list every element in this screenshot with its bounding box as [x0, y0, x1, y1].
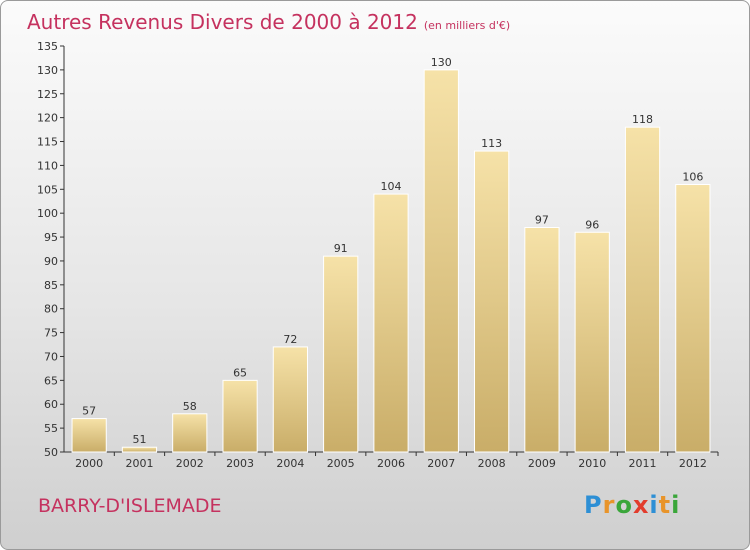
x-tick-label: 2012	[679, 457, 707, 470]
y-tick-label: 105	[37, 183, 58, 196]
y-axis: 50 55 60 65 70 75 80 85 90 95 100 105 110 115 120 125 13…	[37, 40, 65, 459]
proxiti-logo[interactable]: Proxiti	[584, 491, 680, 519]
data-label: 113	[481, 137, 502, 150]
logo-letter: P	[584, 491, 603, 519]
logo-letter: i	[649, 491, 659, 519]
x-tick-label: 2009	[528, 457, 556, 470]
x-axis: 2000 2001 2002 2003 2004 2005 2006 2007 2008 2009…	[64, 451, 719, 470]
bar	[373, 193, 409, 453]
logo-letter: r	[602, 491, 616, 519]
bar	[272, 346, 308, 453]
y-tick-label: 60	[44, 398, 58, 411]
chart-title-text: Autres Revenus Divers de 2000 à 2012	[27, 10, 418, 34]
x-tick-label: 2000	[75, 457, 103, 470]
logo-letter: o	[615, 491, 633, 519]
data-label: 57	[82, 405, 96, 418]
bar	[323, 255, 359, 453]
chart-subtitle: (en milliers d'€)	[423, 19, 511, 32]
logo-letter: t	[658, 491, 672, 519]
data-label: 72	[283, 333, 297, 346]
data-label: 58	[183, 400, 197, 413]
chart-title: Autres Revenus Divers de 2000 à 2012 (en …	[27, 10, 510, 34]
y-tick-label: 130	[37, 64, 58, 77]
bar	[675, 184, 711, 453]
y-tick-label: 55	[44, 422, 58, 435]
y-tick-label: 50	[44, 446, 58, 459]
y-tick-label: 70	[44, 350, 58, 363]
x-tick-label: 2004	[276, 457, 304, 470]
x-tick-label: 2003	[226, 457, 254, 470]
town-name: BARRY-D'ISLEMADE	[38, 495, 222, 517]
data-label: 91	[334, 242, 348, 255]
data-label: 51	[132, 433, 146, 446]
x-tick-label: 2002	[176, 457, 204, 470]
y-tick-label: 100	[37, 207, 58, 220]
logo-letter: x	[632, 491, 650, 519]
data-label: 130	[431, 56, 452, 69]
y-tick-label: 135	[37, 40, 58, 53]
x-tick-label: 2006	[377, 457, 405, 470]
y-tick-label: 80	[44, 303, 58, 316]
y-tick-label: 110	[37, 159, 58, 172]
bar	[222, 379, 258, 453]
data-label: 118	[632, 113, 653, 126]
data-labels-group: 57 51 58 65 72 91 104 130 113 97 96 118 106	[82, 56, 703, 446]
y-tick-label: 115	[37, 136, 58, 149]
x-tick-label: 2001	[125, 457, 153, 470]
bars-group	[71, 69, 711, 453]
logo-letter: i	[671, 491, 681, 519]
bar	[574, 231, 610, 453]
y-tick-label: 65	[44, 374, 58, 387]
y-tick-label: 85	[44, 279, 58, 292]
bar	[121, 446, 158, 453]
y-tick-label: 90	[44, 255, 58, 268]
x-tick-label: 2008	[478, 457, 506, 470]
bar	[474, 150, 510, 453]
data-label: 104	[381, 180, 402, 193]
x-tick-label: 2005	[327, 457, 355, 470]
x-tick-label: 2007	[427, 457, 455, 470]
y-tick-label: 125	[37, 88, 58, 101]
bar	[624, 126, 661, 453]
y-tick-label: 95	[44, 231, 58, 244]
bar	[71, 418, 107, 453]
bar	[172, 413, 208, 453]
y-tick-label: 120	[37, 112, 58, 125]
x-tick-label: 2011	[629, 457, 657, 470]
bar	[423, 69, 459, 453]
data-label: 97	[535, 214, 549, 227]
x-tick-label: 2010	[578, 457, 606, 470]
data-label: 96	[585, 218, 599, 231]
data-label: 65	[233, 366, 247, 379]
bar	[524, 227, 560, 453]
y-tick-label: 75	[44, 327, 58, 340]
data-label: 106	[682, 171, 703, 184]
